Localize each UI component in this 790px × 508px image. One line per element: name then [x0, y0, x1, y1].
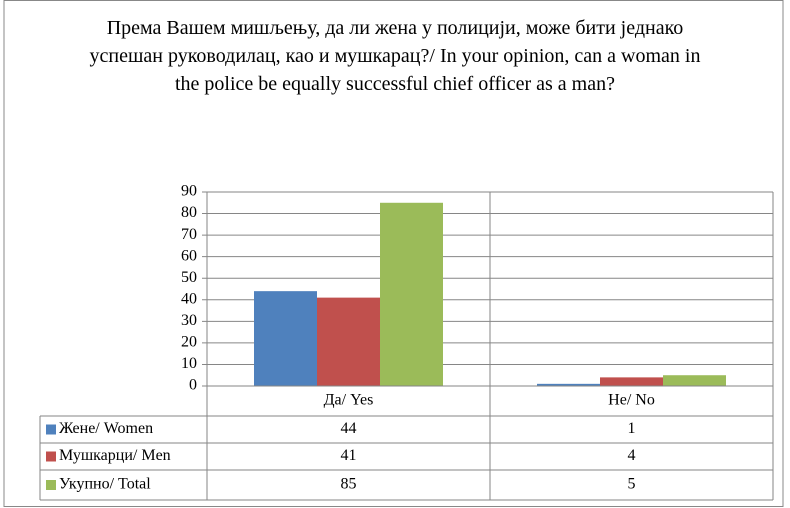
y-tick-label: 0 [189, 377, 197, 394]
bar [600, 377, 663, 386]
y-tick-label: 80 [181, 204, 197, 221]
bar [254, 291, 317, 386]
bar [663, 375, 726, 386]
y-tick-label: 30 [181, 312, 197, 329]
table-value: 85 [341, 476, 357, 493]
legend-key [46, 480, 56, 490]
y-tick-label: 20 [181, 334, 197, 351]
table-value: 44 [341, 420, 357, 437]
legend-label: Жене/ Women [59, 420, 153, 437]
bar [317, 297, 380, 386]
legend-key [46, 424, 56, 435]
legend-key [46, 451, 56, 462]
chart-border [3, 0, 784, 507]
y-tick-label: 70 [181, 226, 197, 243]
table-value: 4 [628, 447, 636, 464]
legend-label: Мушкарци/ Men [59, 447, 171, 464]
y-tick-label: 60 [181, 247, 197, 264]
y-tick-label: 50 [181, 269, 197, 286]
table-value: 5 [628, 476, 636, 493]
y-tick-label: 10 [181, 355, 197, 372]
y-tick-label: 90 [181, 183, 197, 200]
bar [380, 202, 443, 386]
bar [537, 383, 600, 386]
chart-title: Према Вашем мишљењу, да ли жена у полици… [89, 17, 701, 95]
table-value: 1 [628, 420, 636, 437]
x-tick-label: Да/ Yes [324, 392, 374, 409]
table-value: 41 [341, 447, 357, 464]
legend-label: Укупно/ Total [59, 476, 151, 493]
y-tick-label: 40 [181, 290, 197, 307]
x-tick-label: Не/ No [608, 392, 655, 409]
